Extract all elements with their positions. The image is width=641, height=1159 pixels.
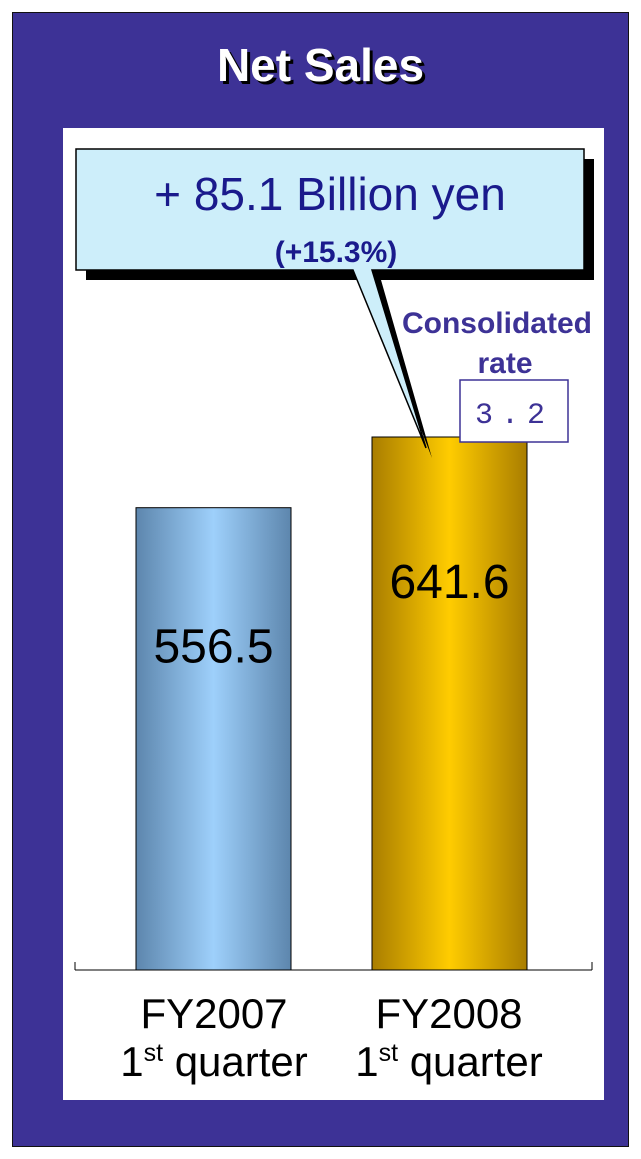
consolidated-value-box bbox=[459, 379, 569, 443]
consolidated-label-line2: rate bbox=[477, 347, 532, 380]
bar-value-label-1: 556.5 bbox=[153, 621, 273, 674]
consolidated-value: 3.2 bbox=[475, 399, 553, 433]
x-category-label-2: FY2008 1st quarter bbox=[319, 990, 579, 1086]
consolidated-label-line1: Consolidated bbox=[402, 307, 592, 340]
bar-value-label-2: 641.6 bbox=[389, 556, 509, 609]
callout-main-text: + 85.1 Billion yen bbox=[154, 168, 506, 220]
category-year: FY2008 bbox=[375, 990, 523, 1037]
callout-sub-text: (+15.3%) bbox=[275, 236, 398, 269]
category-year: FY2007 bbox=[140, 990, 288, 1037]
chart-title: Net Sales bbox=[216, 39, 425, 91]
category-quarter: 1st quarter bbox=[120, 1038, 308, 1085]
bar-2 bbox=[371, 436, 528, 971]
bar-1 bbox=[135, 507, 292, 971]
x-category-label-1: FY2007 1st quarter bbox=[84, 990, 344, 1086]
callout-bubble bbox=[75, 148, 585, 449]
category-quarter: 1st quarter bbox=[355, 1038, 543, 1085]
